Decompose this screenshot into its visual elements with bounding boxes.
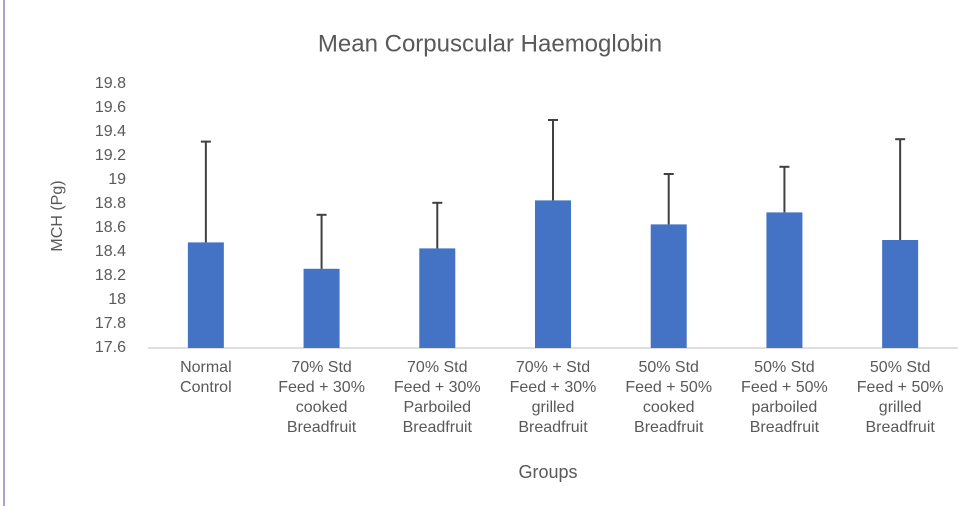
- y-tick-label: 18.2: [95, 267, 126, 284]
- bar: [650, 224, 687, 348]
- y-tick-label: 19.4: [95, 123, 126, 140]
- bar: [535, 200, 571, 348]
- error-bar: [548, 119, 558, 201]
- y-tick-label: 19.2: [95, 147, 126, 164]
- y-tick-label: 17.6: [95, 339, 126, 356]
- y-tick-label: 19: [108, 171, 126, 188]
- x-tick-label: 70% + Std Feed + 30% grilled Breadfruit: [509, 359, 597, 436]
- error-bar: [895, 138, 906, 240]
- y-tick-label: 18.6: [95, 219, 126, 236]
- error-bar: [779, 165, 790, 213]
- bar: [882, 240, 919, 348]
- x-tick-label: Normal Control: [180, 359, 232, 396]
- error-bar: [200, 140, 211, 243]
- error-bar: [316, 213, 327, 269]
- error-bar: [432, 201, 443, 249]
- bar: [419, 248, 456, 348]
- y-tick-label: 19.8: [95, 75, 126, 92]
- bar: [303, 268, 340, 348]
- x-tick-label: 50% Std Feed + 50% parboiled Breadfruit: [741, 359, 828, 436]
- x-tick-label: 50% Std Feed + 50% grilled Breadfruit: [856, 359, 944, 436]
- x-tick-label: 50% Std Feed + 50% cooked Breadfruit: [625, 359, 713, 436]
- bar: [766, 212, 803, 348]
- error-bar: [663, 173, 674, 225]
- y-tick-label: 18.8: [95, 195, 126, 212]
- x-axis-label: Groups: [518, 462, 577, 482]
- y-tick-label: 19.6: [95, 99, 126, 116]
- x-tick-label: 70% Std Feed + 30% cooked Breadfruit: [278, 359, 365, 436]
- y-axis-label: MCH (Pg): [49, 180, 66, 251]
- bar: [187, 242, 224, 348]
- chart-title: Mean Corpuscular Haemoglobin: [318, 30, 662, 57]
- y-tick-label: 18: [108, 291, 126, 308]
- y-tick-label: 18.4: [95, 243, 126, 260]
- x-tick-label: 70% Std Feed + 30% Parboiled Breadfruit: [393, 359, 481, 436]
- y-tick-label: 17.8: [95, 315, 126, 332]
